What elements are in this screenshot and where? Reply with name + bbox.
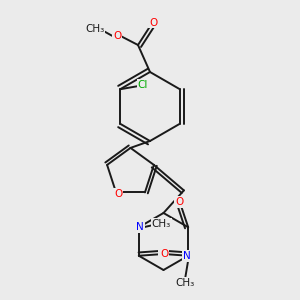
Text: CH₃: CH₃ (176, 278, 195, 288)
Text: O: O (160, 249, 168, 259)
Text: N: N (183, 251, 190, 261)
Text: O: O (113, 31, 121, 41)
Text: CH₃: CH₃ (85, 23, 104, 34)
Text: O: O (159, 249, 167, 259)
Text: O: O (114, 189, 123, 199)
Text: O: O (175, 197, 183, 207)
Text: N: N (136, 222, 144, 232)
Text: Cl: Cl (137, 80, 148, 90)
Text: CH₃: CH₃ (152, 219, 171, 229)
Text: O: O (149, 17, 157, 28)
